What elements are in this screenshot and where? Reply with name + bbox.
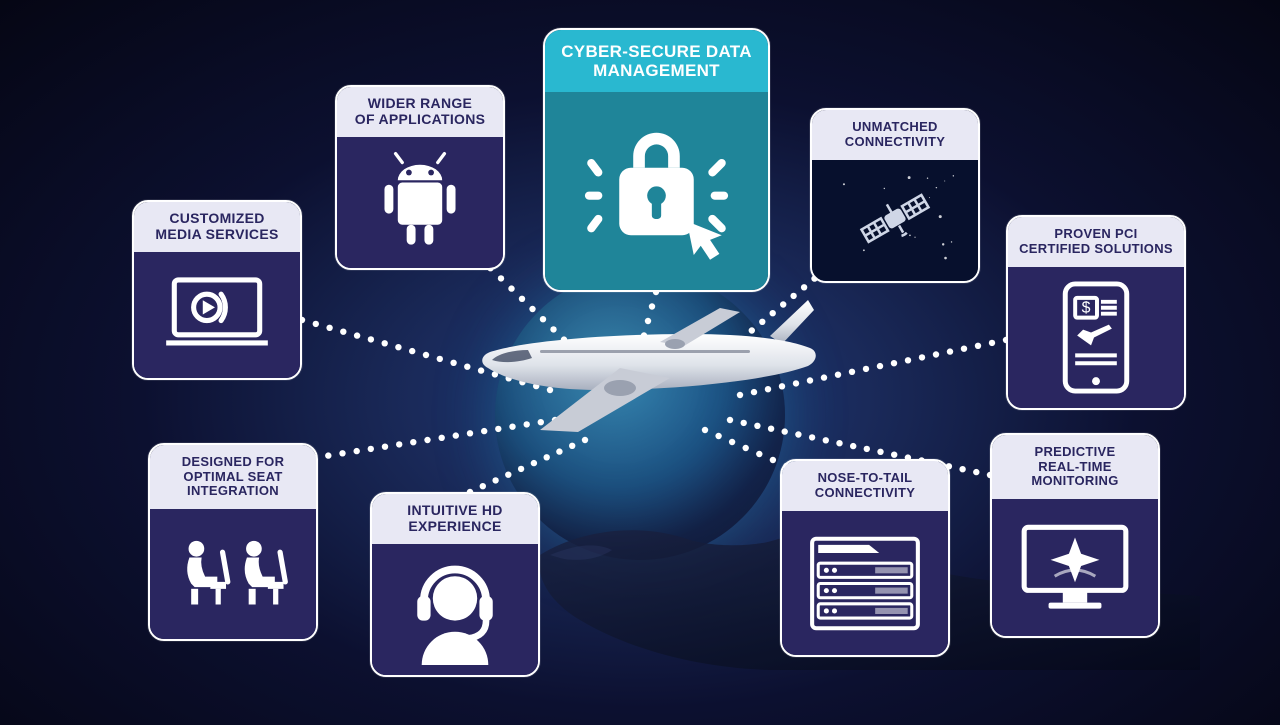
card-title-line: CONNECTIVITY <box>845 135 945 150</box>
server-rack-icon <box>804 523 926 644</box>
card-header: CYBER-SECURE DATAMANAGEMENT <box>545 30 768 92</box>
laptop-play-icon <box>156 262 278 369</box>
feature-card-connectivity: UNMATCHEDCONNECTIVITY <box>810 108 980 283</box>
card-body <box>134 252 300 378</box>
card-title-line: MEDIA SERVICES <box>155 227 278 243</box>
card-title-line: INTUITIVE HD <box>407 503 502 519</box>
feature-card-cyber: CYBER-SECURE DATAMANAGEMENT <box>543 28 770 292</box>
card-body <box>545 92 768 290</box>
android-icon <box>359 147 481 258</box>
monitor-plane-icon <box>1014 510 1136 626</box>
card-body <box>337 137 503 268</box>
feature-card-hd: INTUITIVE HDEXPERIENCE <box>370 492 540 677</box>
feature-card-apps: WIDER RANGEOF APPLICATIONS <box>335 85 505 270</box>
card-title-line: REAL-TIME <box>1038 460 1111 475</box>
card-title-line: EXPERIENCE <box>408 519 501 535</box>
card-title-line: OPTIMAL SEAT <box>183 470 282 485</box>
card-body <box>782 511 948 655</box>
card-header: WIDER RANGEOF APPLICATIONS <box>337 87 503 137</box>
lock-cursor-icon <box>575 108 738 274</box>
card-title-line: PREDICTIVE <box>1034 445 1115 460</box>
card-title-line: NOSE-TO-TAIL <box>818 471 913 486</box>
card-body: $ <box>1008 267 1184 408</box>
feature-card-nose: NOSE-TO-TAILCONNECTIVITY <box>780 459 950 657</box>
feature-card-predictive: PREDICTIVEREAL-TIMEMONITORING <box>990 433 1160 638</box>
card-header: DESIGNED FOROPTIMAL SEATINTEGRATION <box>150 445 316 509</box>
card-body <box>992 499 1158 636</box>
card-header: PROVEN PCICERTIFIED SOLUTIONS <box>1008 217 1184 267</box>
card-header: UNMATCHEDCONNECTIVITY <box>812 110 978 160</box>
card-title-line: WIDER RANGE <box>368 96 472 112</box>
feature-card-pci: PROVEN PCICERTIFIED SOLUTIONS $ <box>1006 215 1186 410</box>
card-body <box>372 544 538 675</box>
card-header: INTUITIVE HDEXPERIENCE <box>372 494 538 544</box>
satellite-icon <box>834 169 956 272</box>
feature-card-media: CUSTOMIZEDMEDIA SERVICES <box>132 200 302 380</box>
card-body <box>812 160 978 281</box>
card-title-line: PROVEN PCI <box>1054 227 1137 242</box>
card-header: PREDICTIVEREAL-TIMEMONITORING <box>992 435 1158 499</box>
card-title-line: UNMATCHED <box>852 120 938 135</box>
phone-dollar-icon: $ <box>1031 278 1161 397</box>
card-header: CUSTOMIZEDMEDIA SERVICES <box>134 202 300 252</box>
card-title-line: CUSTOMIZED <box>169 211 264 227</box>
headset-icon <box>394 554 516 665</box>
card-header: NOSE-TO-TAILCONNECTIVITY <box>782 461 948 511</box>
card-title-line: OF APPLICATIONS <box>355 112 486 128</box>
card-title-line: CONNECTIVITY <box>815 486 915 501</box>
seats-icon <box>172 519 294 629</box>
card-title-line: MANAGEMENT <box>593 61 720 80</box>
card-body <box>150 509 316 639</box>
card-title-line: INTEGRATION <box>187 484 279 499</box>
card-title-line: CERTIFIED SOLUTIONS <box>1019 242 1173 257</box>
card-title-line: DESIGNED FOR <box>182 455 285 470</box>
card-title-line: MONITORING <box>1031 474 1118 489</box>
feature-card-seat: DESIGNED FOROPTIMAL SEATINTEGRATION <box>148 443 318 641</box>
card-title-line: CYBER-SECURE DATA <box>561 42 752 61</box>
svg-text:$: $ <box>1082 300 1091 317</box>
